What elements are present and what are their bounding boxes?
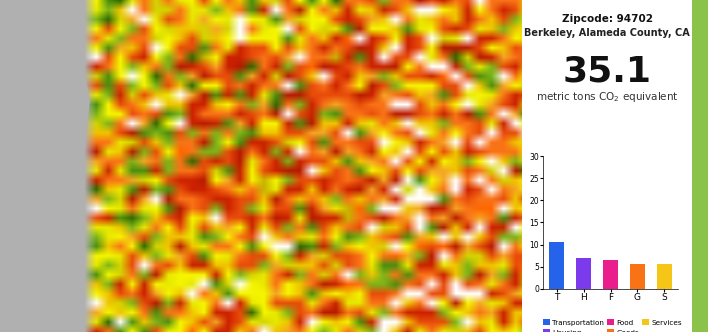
Bar: [549, 242, 564, 289]
Text: Berkeley, Alameda County, CA: Berkeley, Alameda County, CA: [524, 28, 690, 38]
Bar: [576, 258, 591, 289]
Polygon shape: [0, 0, 90, 332]
Legend: Transportation, Housing, Food, Goods, Services: Transportation, Housing, Food, Goods, Se…: [540, 316, 685, 332]
Text: 35.1: 35.1: [562, 55, 651, 89]
Bar: [657, 265, 672, 289]
Bar: [692, 0, 708, 332]
Bar: [630, 265, 645, 289]
Bar: [522, 0, 692, 332]
Text: metric tons CO$_2$ equivalent: metric tons CO$_2$ equivalent: [535, 90, 678, 104]
Text: Zipcode: 94702: Zipcode: 94702: [561, 14, 653, 24]
Bar: [603, 260, 618, 289]
